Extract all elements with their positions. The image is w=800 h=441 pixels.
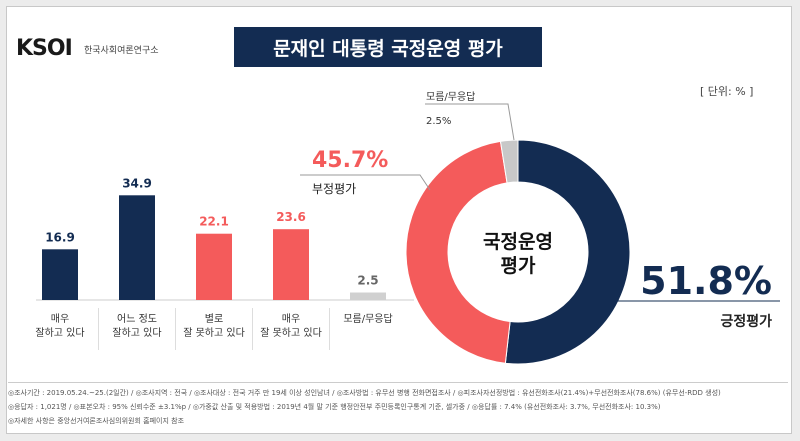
- bar-category-label: 매우: [282, 313, 300, 325]
- bar: [42, 249, 78, 300]
- logo-text: KSOI: [16, 36, 73, 61]
- bar-value-label: 16.9: [45, 230, 75, 244]
- dontknow-leader-line: [425, 103, 515, 141]
- bar-value-label: 34.9: [122, 176, 152, 190]
- dontknow-name-label: 모름/무응답: [426, 91, 475, 103]
- donut-center-label: 평가: [501, 255, 536, 277]
- positive-value-label: 51.8%: [640, 259, 772, 303]
- bar: [350, 292, 386, 300]
- dontknow-value-label: 2.5%: [426, 116, 451, 127]
- bar: [196, 233, 232, 300]
- negative-value-label: 45.7%: [312, 148, 388, 173]
- bar-category-label: 모름/무응답: [343, 313, 392, 325]
- bar-category-label: 매우: [51, 313, 69, 325]
- bar-category-label: 별로: [205, 313, 223, 325]
- bar-category-label: 잘 못하고 있다: [260, 326, 322, 339]
- bar-category-label: 어느 정도: [117, 313, 157, 325]
- bar-value-label: 22.1: [199, 215, 229, 229]
- bar-category-label: 잘 못하고 있다: [183, 326, 245, 339]
- ksoi-logo: KSOI: [16, 36, 73, 61]
- bar-category-label: 잘하고 있다: [35, 326, 84, 339]
- donut-slice: [499, 139, 519, 184]
- bar: [119, 195, 155, 300]
- footnote-line-2: ◎응답자 : 1,021명 / ◎표본오차 : 95% 신뢰수준 ±3.1%p …: [8, 403, 661, 411]
- negative-leader-line: [300, 174, 431, 191]
- footnote-line-1: ◎조사기간 : 2019.05.24.~25.(2일간) / ◎조사지역 : 전…: [8, 389, 721, 397]
- survey-footnote: ◎조사기간 : 2019.05.24.~25.(2일간) / ◎조사지역 : 전…: [8, 382, 788, 430]
- donut-slice: [504, 139, 631, 365]
- negative-name-label: 부정평가: [312, 182, 356, 196]
- chart-title: 문재인 대통령 국정운영 평가: [234, 27, 542, 67]
- donut-center-label: 국정운영: [483, 231, 553, 253]
- bar-value-label: 23.6: [276, 210, 306, 224]
- positive-name-label: 긍정평가: [720, 313, 772, 330]
- footnote-line-3: ◎자세한 사항은 중앙선거여론조사심의위원회 홈페이지 참조: [8, 417, 185, 425]
- unit-label: [ 단위: % ]: [700, 85, 754, 98]
- logo-subtitle: 한국사회여론연구소: [84, 46, 159, 56]
- bar: [273, 229, 309, 300]
- bar-category-label: 잘하고 있다: [112, 326, 161, 339]
- bar-value-label: 2.5: [357, 274, 378, 288]
- donut-slice: [405, 140, 511, 364]
